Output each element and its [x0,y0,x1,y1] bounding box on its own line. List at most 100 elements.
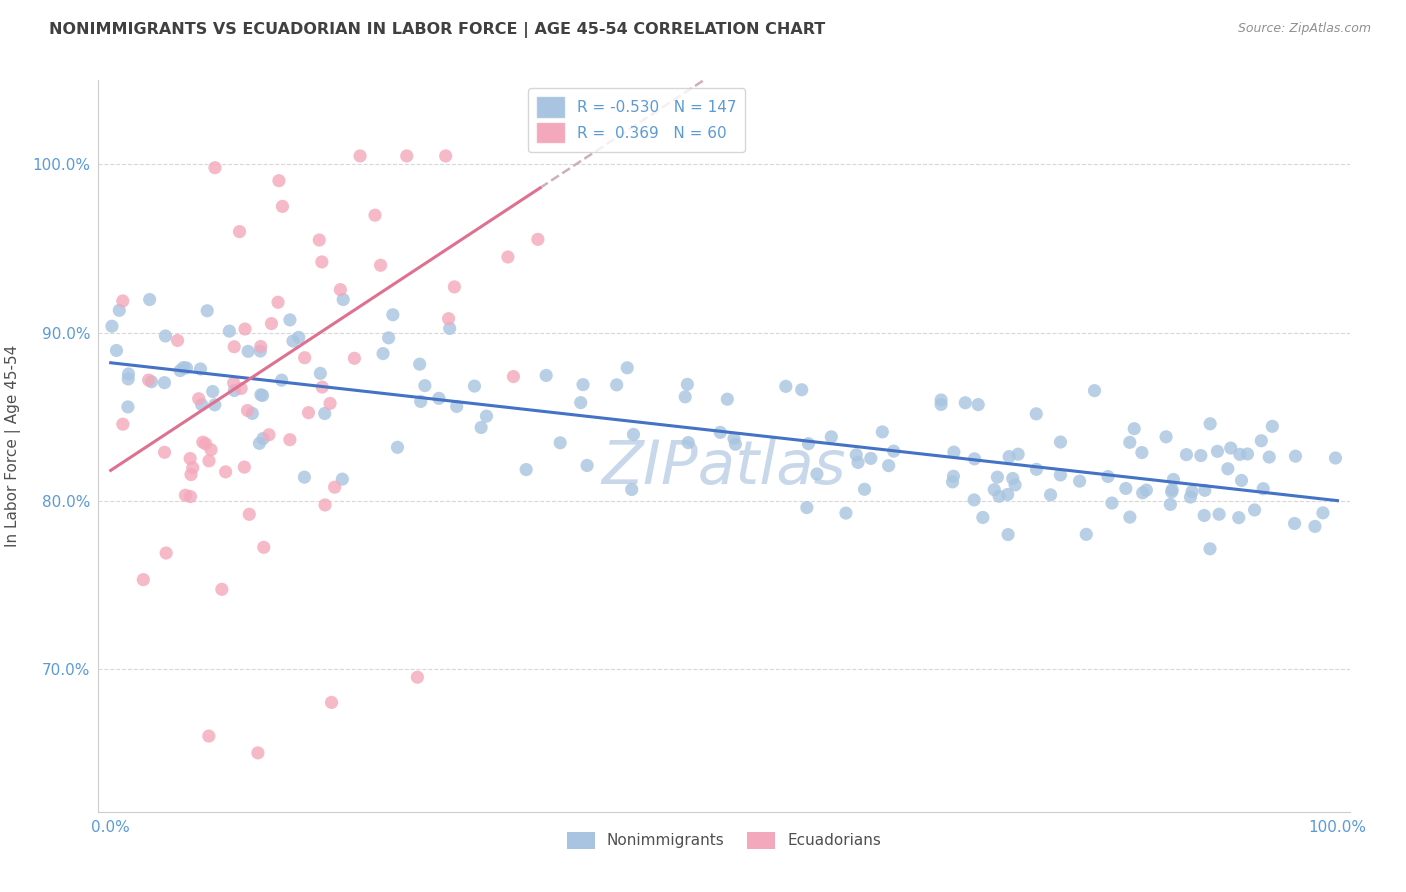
Point [1250,434,1272,448]
Point [155,546,177,560]
Point [1076,527,1098,541]
Point [515,462,537,476]
Point [496,250,519,264]
Text: Source: ZipAtlas.com: Source: ZipAtlas.com [1237,22,1371,36]
Point [249,339,271,353]
Point [155,329,177,343]
Point [527,232,550,246]
Point [1119,435,1142,450]
Point [166,334,188,348]
Point [534,368,557,383]
Point [986,470,1008,484]
Point [929,397,952,411]
Point [292,470,315,484]
Point [250,388,273,402]
Point [572,377,595,392]
Point [439,321,461,335]
Point [278,433,301,447]
Point [942,469,965,483]
Point [623,427,645,442]
Point [797,436,820,450]
Point [790,383,813,397]
Point [1208,507,1230,521]
Point [117,372,139,386]
Point [1119,510,1142,524]
Point [117,400,139,414]
Point [224,384,246,398]
Point [249,344,271,359]
Point [1199,541,1222,556]
Point [997,527,1019,541]
Point [1192,508,1215,523]
Point [1236,447,1258,461]
Point [427,392,450,406]
Text: NONIMMIGRANTS VS ECUADORIAN IN LABOR FORCE | AGE 45-54 CORRELATION CHART: NONIMMIGRANTS VS ECUADORIAN IN LABOR FOR… [49,22,825,38]
Point [443,280,465,294]
Point [1251,482,1274,496]
Point [853,483,876,497]
Point [676,377,699,392]
Point [997,487,1019,501]
Point [387,440,409,454]
Point [1206,444,1229,458]
Point [1123,422,1146,436]
Point [204,398,226,412]
Point [105,343,128,358]
Point [201,384,224,399]
Point [218,324,240,338]
Point [998,450,1021,464]
Point [204,161,226,175]
Point [343,351,366,366]
Point [1219,441,1241,455]
Point [967,398,990,412]
Point [434,149,457,163]
Point [308,233,330,247]
Point [1216,462,1239,476]
Point [1160,484,1182,499]
Point [1159,497,1181,511]
Point [222,376,245,390]
Point [1001,471,1024,485]
Point [141,375,163,389]
Point [1243,503,1265,517]
Point [673,390,696,404]
Point [576,458,599,473]
Point [395,149,418,163]
Point [569,395,592,409]
Point [281,334,304,348]
Point [446,400,468,414]
Point [1004,478,1026,492]
Point [247,436,270,450]
Point [1324,450,1347,465]
Point [153,445,176,459]
Point [1194,483,1216,498]
Point [806,467,828,481]
Point [329,283,352,297]
Point [883,444,905,458]
Point [1261,419,1284,434]
Point [330,472,353,486]
Point [108,303,131,318]
Point [955,396,977,410]
Point [311,380,333,394]
Point [267,174,290,188]
Point [470,420,492,434]
Point [1025,462,1047,476]
Point [963,451,986,466]
Point [709,425,731,440]
Point [846,455,869,469]
Point [406,670,429,684]
Point [132,573,155,587]
Point [253,541,276,555]
Point [1039,488,1062,502]
Point [270,373,292,387]
Point [723,432,745,446]
Point [820,430,842,444]
Point [1161,483,1184,497]
Point [190,362,212,376]
Point [1312,506,1334,520]
Point [1101,496,1123,510]
Point [845,448,868,462]
Point [941,475,963,489]
Legend: Nonimmigrants, Ecuadorians: Nonimmigrants, Ecuadorians [561,825,887,855]
